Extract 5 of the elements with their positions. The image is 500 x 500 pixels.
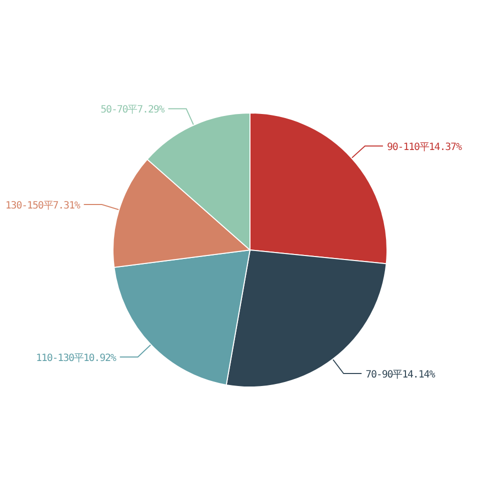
slice-label: 90-110平14.37% bbox=[386, 142, 462, 154]
slice-label: 70-90平14.14% bbox=[366, 370, 436, 381]
slice-label: 130-150平7.31% bbox=[5, 200, 80, 212]
slice-label: 110-130平10.92% bbox=[36, 353, 116, 364]
slice-label: 50-70平7.29% bbox=[100, 104, 165, 116]
